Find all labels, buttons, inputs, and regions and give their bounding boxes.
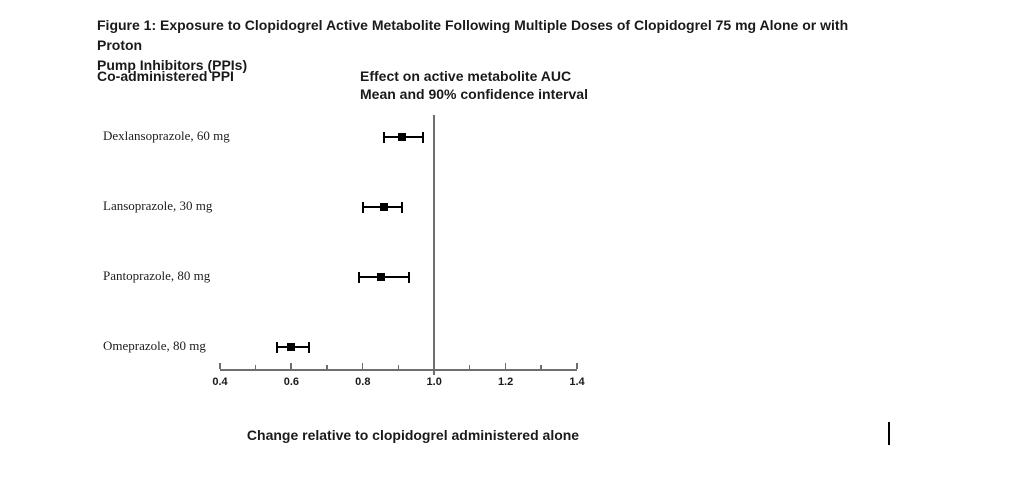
- mean-marker: [287, 343, 296, 351]
- x-axis-tick-label: 0.4: [212, 376, 228, 388]
- row-label: Lansoprazole, 30 mg: [103, 198, 213, 213]
- x-axis-caption: Change relative to clopidogrel administe…: [246, 427, 580, 443]
- row-label: Pantoprazole, 80 mg: [103, 268, 211, 283]
- right-column-header-line1: Effect on active metabolite AUC: [360, 68, 572, 84]
- x-axis-minor-tick: [397, 365, 399, 369]
- x-axis-major-tick: [219, 363, 221, 369]
- ci-cap-high: [401, 202, 404, 213]
- ci-cap-high: [422, 132, 425, 143]
- x-axis-major-tick: [504, 363, 507, 369]
- ci-cap-low: [383, 132, 386, 143]
- ci-cap-low: [358, 272, 361, 283]
- x-axis-tick-label: 0.6: [283, 376, 300, 388]
- x-axis-tick-label: 1.0: [426, 376, 442, 388]
- figure-title-line2: Pump Inhibitors (PPIs): [97, 57, 248, 73]
- x-axis-major-tick: [433, 363, 435, 369]
- ci-cap-high: [408, 272, 411, 283]
- reference-line: [433, 115, 435, 375]
- x-axis-minor-tick: [468, 365, 471, 369]
- ci-cap-low: [276, 342, 279, 353]
- mean-marker: [398, 133, 407, 141]
- figure-title: Figure 1: Exposure to Clopidogrel Active…: [97, 15, 897, 75]
- ci-cap-high: [308, 342, 311, 353]
- x-axis-tick-label: 1.4: [569, 376, 585, 388]
- x-axis-line: [220, 369, 577, 371]
- mean-marker: [380, 203, 389, 211]
- x-axis-tick-label: 1.2: [497, 376, 514, 388]
- text-cursor: [888, 422, 890, 445]
- x-axis-minor-tick: [254, 365, 257, 369]
- figure-title-line1: Figure 1: Exposure to Clopidogrel Active…: [97, 17, 849, 53]
- mean-marker: [376, 273, 385, 281]
- x-axis-major-tick: [361, 363, 364, 369]
- x-axis-major-tick: [576, 363, 578, 369]
- x-axis-major-tick: [290, 363, 292, 369]
- x-axis-minor-tick: [540, 365, 542, 369]
- x-axis-minor-tick: [326, 365, 328, 369]
- row-label: Omeprazole, 80 mg: [103, 338, 206, 353]
- right-column-header-line2: Mean and 90% confidence interval: [360, 86, 588, 102]
- row-label: Dexlansoprazole, 60 mg: [103, 128, 230, 143]
- x-axis-tick-label: 0.8: [355, 376, 371, 388]
- ci-cap-low: [361, 202, 364, 213]
- left-column-header: Co-administered PPI: [97, 68, 234, 84]
- right-column-header: Effect on active metabolite AUC Mean and…: [360, 67, 588, 103]
